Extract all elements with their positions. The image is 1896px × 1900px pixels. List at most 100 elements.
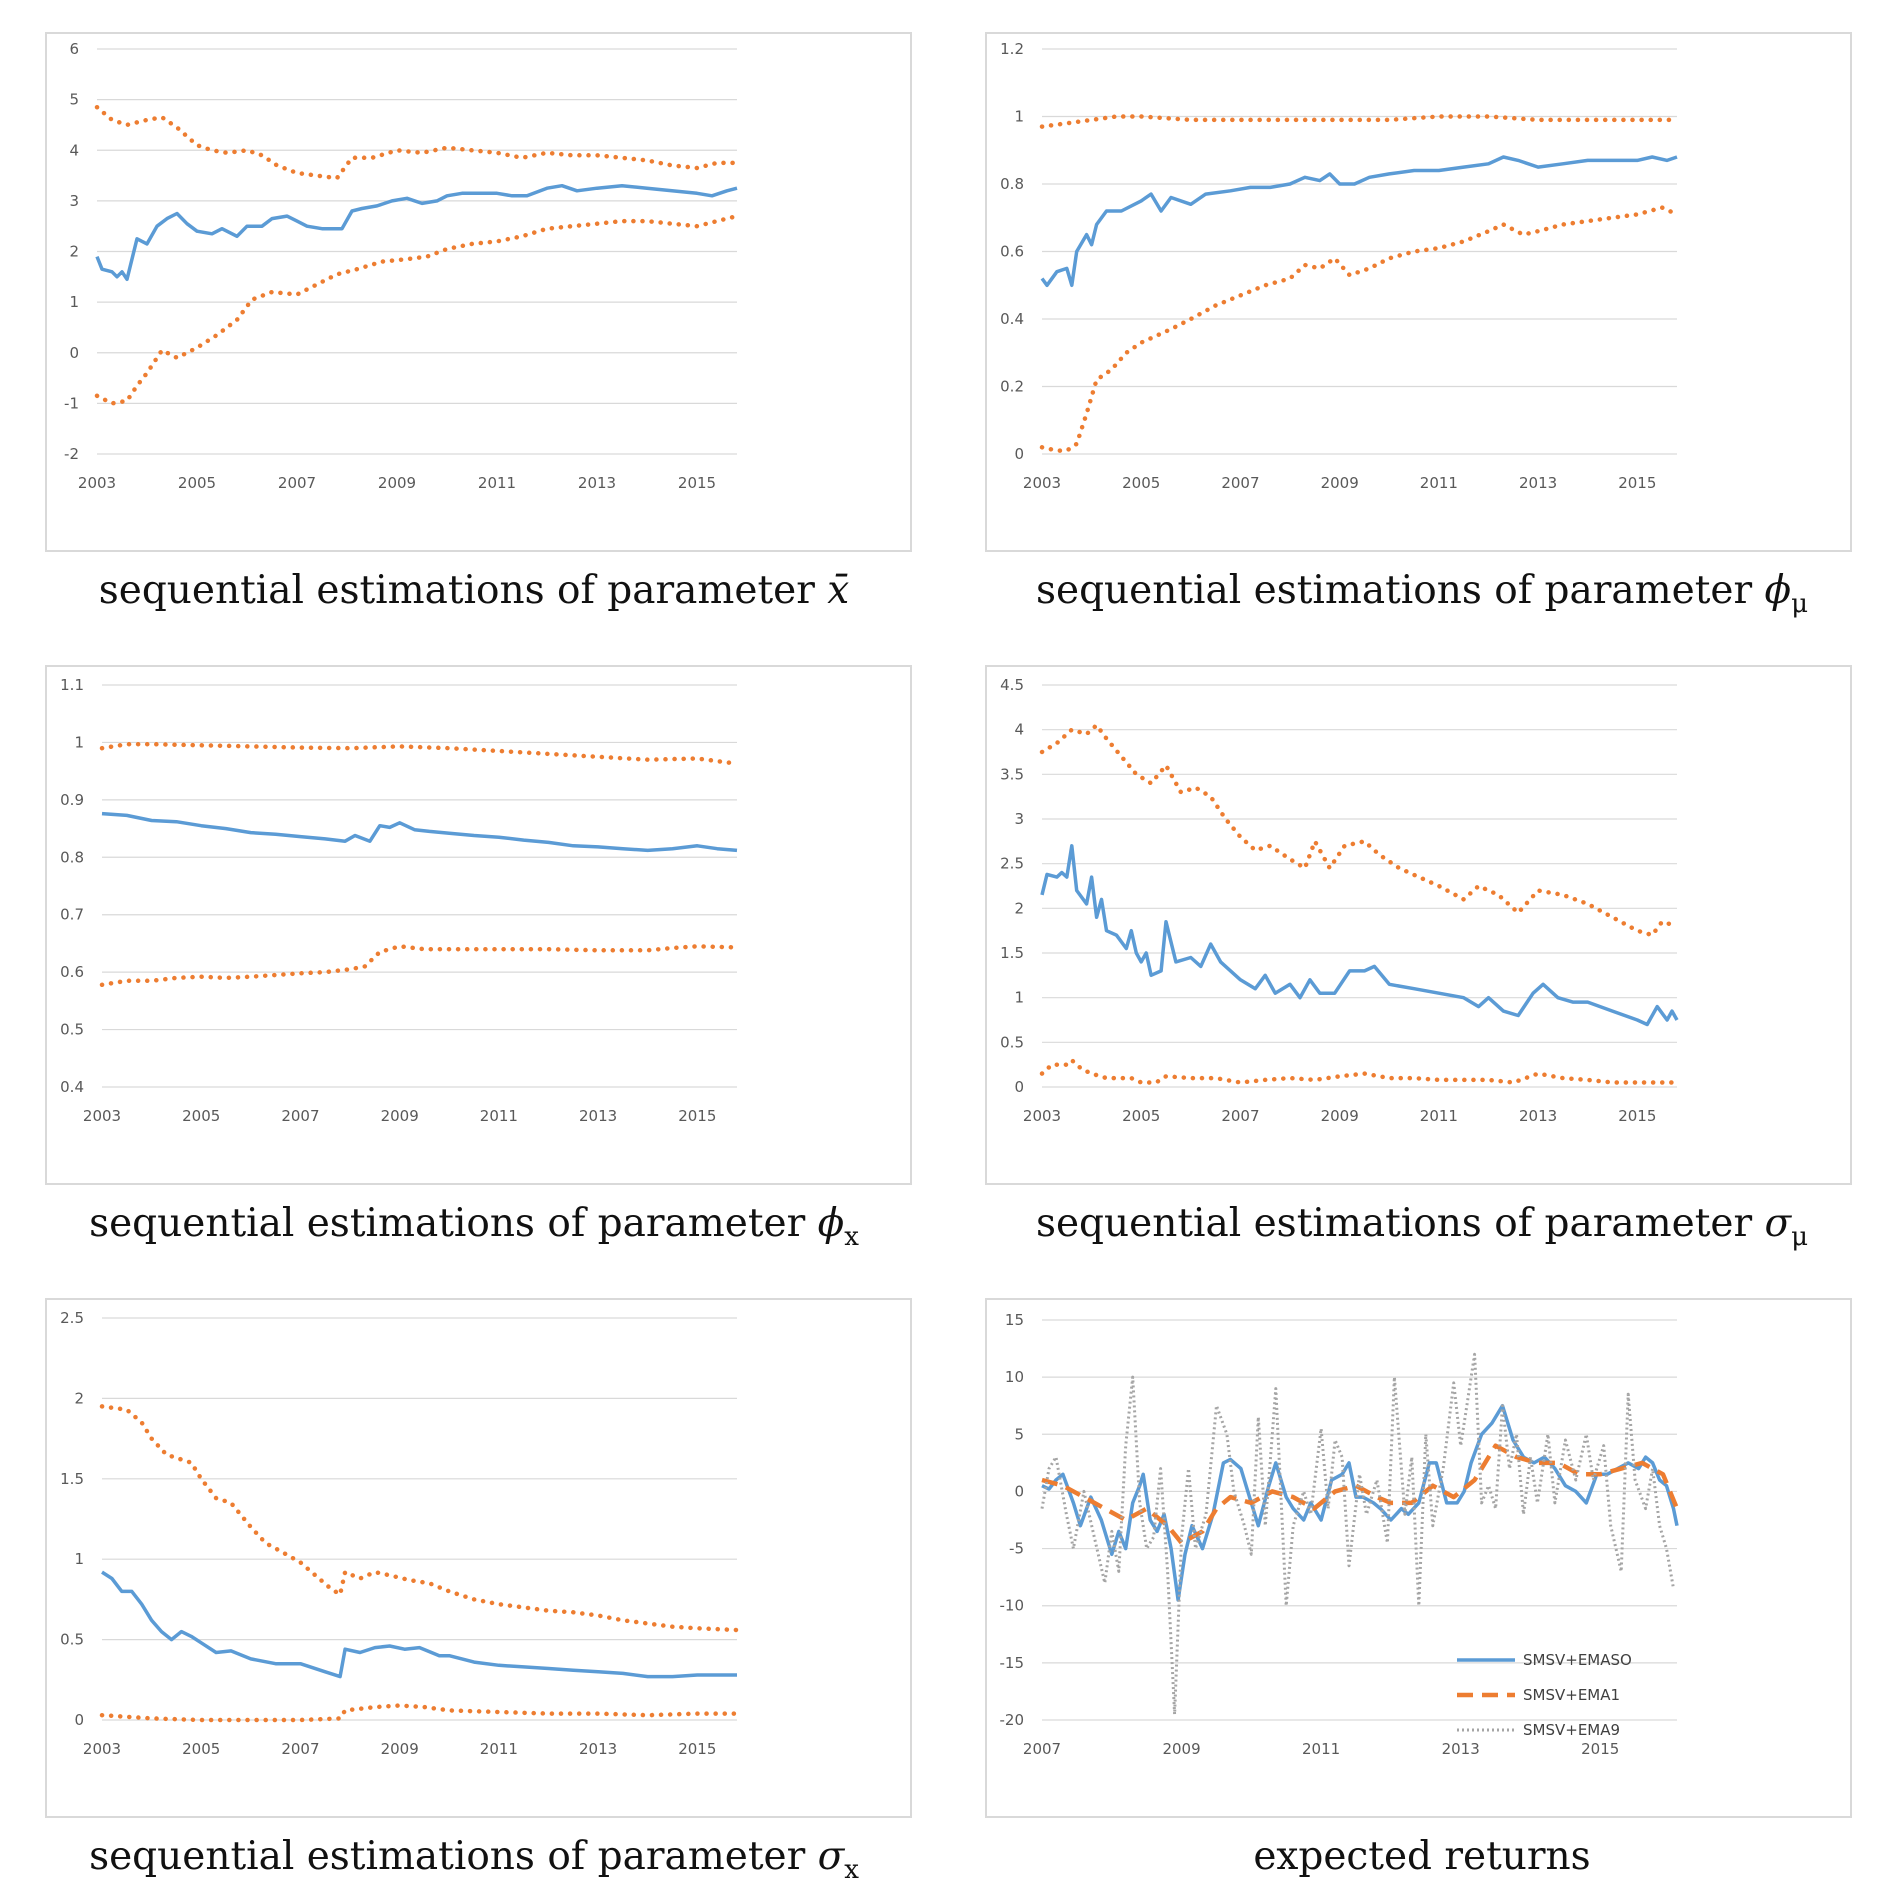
chart-panel-sigma-mu: 0 0.5 1 1.5 2 2.5 3 3.5 4 4.5 2003 2005 2007 2009 2011…	[948, 633, 1896, 1266]
caption-symbol: ϕ	[817, 1201, 845, 1246]
x-tick-label: 2005	[178, 474, 216, 492]
y-tick-label: 4	[69, 141, 79, 159]
x-tick-label: 2015	[678, 474, 716, 492]
y-tick-label: 1	[1014, 108, 1024, 126]
y-tick-label: 0	[1014, 1078, 1024, 1096]
y-tick-label: 2	[1014, 899, 1024, 917]
series-lower-line	[1039, 205, 1680, 453]
series-upper-line	[1039, 722, 1680, 938]
caption-text: sequential estimations of parameter	[89, 1834, 806, 1879]
y-tick-label: 0.9	[60, 791, 84, 809]
x-tick-label: 2011	[1420, 1107, 1458, 1125]
y-tick-label: 0	[1014, 445, 1024, 463]
y-tick-label: 1.2	[1000, 40, 1024, 58]
chart-frame: 0.4 0.5 0.6 0.7 0.8 0.9 1 1.1 2003 2005 2007 2009 20…	[45, 665, 912, 1185]
y-tick-label: 3.5	[1000, 765, 1024, 783]
chart-frame: 0 0.2 0.4 0.6 0.8 1 1.2 2003 2005 2007 2009 2011 201…	[985, 32, 1852, 552]
x-tick-label: 2003	[1023, 474, 1061, 492]
series-smsv-emaso-line	[1041, 1403, 1679, 1602]
x-tick-label: 2003	[83, 1107, 121, 1125]
x-tick-label: 2007	[1023, 1740, 1061, 1758]
caption-subscript: x	[844, 1221, 859, 1252]
y-tick-label: 1.1	[60, 676, 84, 694]
x-tick-label: 2009	[381, 1740, 419, 1758]
x-tick-label: 2007	[281, 1740, 319, 1758]
chart-caption: sequential estimations of parameter ϕμ	[948, 568, 1896, 619]
y-tick-label: 1.5	[60, 1470, 84, 1488]
y-tick-label: 0.8	[60, 848, 84, 866]
y-tick-label: -20	[1000, 1711, 1025, 1729]
series-upper-line	[94, 104, 740, 181]
y-tick-label: 10	[1005, 1368, 1024, 1386]
x-tick-label: 2005	[182, 1740, 220, 1758]
caption-text: sequential estimations of parameter	[1035, 568, 1753, 613]
y-tick-label: 4.5	[1000, 676, 1024, 694]
series-mean-line	[101, 1570, 737, 1679]
x-tick-label: 2003	[83, 1740, 121, 1758]
x-tick-label: 2015	[1581, 1740, 1619, 1758]
series-smsv-ema9-line	[1040, 1352, 1675, 1716]
legend-label: SMSV+EMA1	[1523, 1686, 1620, 1704]
y-tick-label: 2.5	[1000, 855, 1024, 873]
x-tick-label: 2009	[381, 1107, 419, 1125]
y-tick-label: 3	[69, 192, 79, 210]
legend-label: SMSV+EMASO	[1523, 1651, 1632, 1669]
y-tick-label: 0.7	[60, 906, 84, 924]
caption-text: sequential estimations of parameter	[98, 568, 815, 613]
y-tick-label: 0.8	[1000, 175, 1024, 193]
chart-panel-xbar: -2 -1 0 1 2 3 4 5 6 2003 2005 2007 2009 2011 2013 2015 …	[0, 0, 948, 633]
x-tick-label: 2005	[1122, 474, 1160, 492]
y-tick-label: 6	[69, 40, 79, 58]
series-mean-line	[1040, 155, 1678, 288]
y-tick-label: 0.4	[60, 1078, 84, 1096]
x-tick-label: 2011	[478, 474, 516, 492]
caption-symbol: ϕ	[1764, 568, 1792, 613]
x-tick-label: 2013	[1519, 474, 1557, 492]
y-tick-label: 0	[69, 344, 79, 362]
caption-symbol: x̄	[827, 568, 850, 613]
series-lower-line	[1039, 1057, 1680, 1085]
chart-frame: 0 0.5 1 1.5 2 2.5 3 3.5 4 4.5 2003 2005 2007 2009 2011…	[985, 665, 1852, 1185]
x-tick-label: 2009	[1162, 1740, 1200, 1758]
y-tick-label: 0	[1014, 1482, 1024, 1500]
y-tick-label: 0.2	[1000, 378, 1024, 396]
chart-caption: sequential estimations of parameter ϕx	[0, 1201, 948, 1252]
gridlines	[1042, 1319, 1677, 1721]
y-tick-label: 0.5	[1000, 1033, 1024, 1051]
y-tick-label: 2.5	[60, 1309, 84, 1327]
x-tick-label: 2013	[1519, 1107, 1557, 1125]
x-tick-label: 2015	[678, 1740, 716, 1758]
y-tick-label: 1	[74, 733, 84, 751]
series-mean-line	[101, 811, 738, 853]
series-lower-line	[99, 944, 740, 988]
x-tick-label: 2007	[1221, 474, 1259, 492]
caption-text: sequential estimations of parameter	[1035, 1201, 1753, 1246]
x-tick-label: 2005	[1122, 1107, 1160, 1125]
caption-subscript: μ	[1791, 588, 1809, 619]
legend: SMSV+EMASO SMSV+EMA1 SMSV+EMA9	[1457, 1651, 1632, 1739]
y-tick-label: 0.5	[60, 1631, 84, 1649]
y-tick-label: 0	[74, 1711, 84, 1729]
series-mean-line	[95, 183, 738, 282]
gridlines	[102, 684, 737, 1088]
x-tick-label: 2003	[78, 474, 116, 492]
x-tick-label: 2005	[182, 1107, 220, 1125]
chart-panel-sigma-x: 0 0.5 1 1.5 2 2.5 2003 2005 2007 2009 2011 2013 2015…	[0, 1266, 948, 1900]
gridlines	[102, 1317, 737, 1721]
chart-caption: sequential estimations of parameter σx	[0, 1834, 948, 1885]
x-tick-label: 2013	[578, 474, 616, 492]
x-tick-label: 2003	[1023, 1107, 1061, 1125]
y-tick-label: 1	[69, 293, 79, 311]
y-tick-label: 1	[1014, 989, 1024, 1007]
chart-svg: 0 0.5 1 1.5 2 2.5 3 3.5 4 4.5 2003 2005 2007 2009 2011…	[1000, 676, 1680, 1125]
caption-subscript: x	[844, 1854, 859, 1885]
x-tick-label: 2015	[678, 1107, 716, 1125]
series-upper-line	[99, 741, 740, 766]
caption-text: sequential estimations of parameter	[89, 1201, 806, 1246]
x-tick-label: 2011	[480, 1107, 518, 1125]
chart-panel-expected-returns: -20 -15 -10 -5 0 5 10 15 2007 2009 2011 2013 2015 SMS…	[948, 1266, 1896, 1900]
x-tick-label: 2013	[1442, 1740, 1480, 1758]
series-lower-line	[99, 1703, 740, 1723]
y-tick-label: -5	[1009, 1540, 1024, 1558]
